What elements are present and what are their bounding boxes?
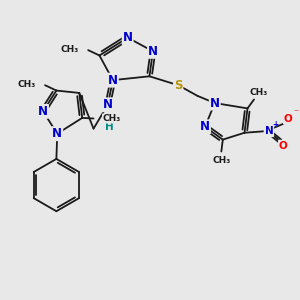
Text: N: N [38,105,48,118]
Text: +: + [272,120,279,129]
Text: S: S [174,79,182,92]
Text: O: O [284,114,292,124]
Text: N: N [108,74,118,87]
Text: N: N [265,126,273,136]
Text: N: N [103,98,113,111]
Text: N: N [200,120,210,133]
Text: CH₃: CH₃ [60,45,79,54]
Text: N: N [52,127,62,140]
Text: CH₃: CH₃ [250,88,268,97]
Text: N: N [148,45,158,58]
Text: N: N [210,97,220,110]
Text: CH₃: CH₃ [18,80,36,89]
Text: H: H [106,122,114,132]
Text: CH₃: CH₃ [212,156,230,165]
Text: N: N [123,31,133,44]
Text: CH₃: CH₃ [102,114,121,123]
Text: O: O [279,140,287,151]
Text: ⁻: ⁻ [293,108,298,118]
